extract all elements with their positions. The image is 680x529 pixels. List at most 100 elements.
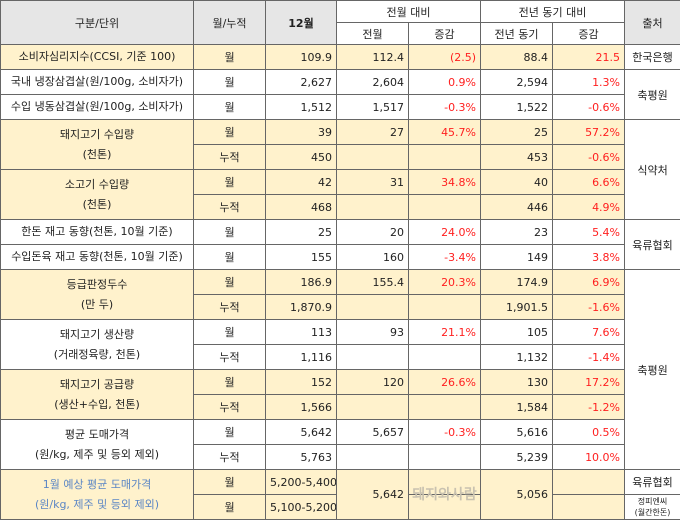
current-value: 42 [265, 169, 337, 195]
table-row: 평균 도매가격 (원/kg, 제주 및 등외 제외) 월 5,642 5,657 -0.3… [0, 419, 680, 470]
period-cell: 월 [193, 44, 266, 70]
period-cell: 월 [193, 169, 266, 195]
table-row: 한돈 재고 동향(천톤, 10월 기준) 월 25 20 24.0% 23 5.4% 육류협회 [0, 219, 680, 270]
current-value: 468 [265, 194, 337, 220]
row-label: 소비자심리지수(CCSI, 기준 100) [0, 44, 194, 70]
yoy-change: 6.9% [552, 269, 626, 295]
prev-month-value: 5,657 [336, 419, 409, 445]
table-row: 누적 5,763 5,239 10.0% [1, 444, 680, 470]
prev-month-value: 120 [336, 369, 409, 395]
prev-month-value [336, 194, 409, 220]
table-row: 돼지고기 생산량 (거래정육량, 천톤) 월 113 93 21.1% 105 7.6% [0, 319, 680, 370]
row-label-line: (천톤) [82, 147, 112, 161]
table-row: 돼지고기 공급량 (생산+수입, 천톤) 월 152 120 26.6% 130 17.2% [0, 369, 680, 420]
current-value: 186.9 [265, 269, 337, 295]
prev-month-value: 20 [336, 219, 409, 245]
row-label-line: 국내 냉장삼겹살(원/100g, 소비자가) [10, 75, 184, 88]
row-label: 돼지고기 수입량 (천톤) [0, 119, 194, 170]
header-mom-change: 증감 [407, 22, 482, 45]
current-value: 5,100-5,200 [265, 494, 337, 520]
period-cell: 월 [193, 119, 266, 145]
current-value: 450 [265, 144, 337, 170]
period-cell: 월 [193, 244, 266, 270]
mom-change [407, 469, 482, 495]
source-cell: 축평원 [624, 69, 680, 120]
prev-year-value: 5,239 [480, 444, 554, 470]
prev-year-value: 446 [480, 194, 554, 220]
prev-year-value: 25 [480, 119, 554, 145]
prev-month-value: 2,604 [336, 69, 409, 95]
yoy-change: 6.6% [552, 169, 626, 195]
row-label-line: 소비자심리지수(CCSI, 기준 100) [18, 50, 176, 63]
yoy-change: 21.5 [552, 44, 626, 70]
prev-year-value: 105 [480, 319, 554, 345]
current-value: 1,116 [265, 344, 337, 370]
yoy-change: 17.2% [552, 369, 626, 395]
row-label-line: 한돈 재고 동향(천톤, 10월 기준) [21, 225, 173, 238]
prev-year-value: 5,056 [480, 469, 554, 520]
yoy-change: 10.0% [552, 444, 626, 470]
row-label-line: (원/kg, 제주 및 등외 제외) [34, 447, 160, 461]
current-value: 1,512 [265, 94, 337, 120]
row-label-line: 수입돈육 재고 동향(천톤, 10월 기준) [11, 250, 183, 263]
table-row: 소비자심리지수(CCSI, 기준 100) 월 109.9 112.4 (2.5) 88.… [0, 44, 680, 70]
row-label-line: (거래정육량, 천톤) [53, 347, 141, 361]
row-label: 국내 냉장삼겹살(원/100g, 소비자가) [0, 69, 194, 95]
mom-change: 34.8% [407, 169, 482, 195]
yoy-change [552, 494, 626, 520]
mom-change: 45.7% [407, 119, 482, 145]
prev-month-value: 31 [336, 169, 409, 195]
header-mom-prev: 전월 [336, 22, 409, 45]
mom-change [407, 394, 482, 420]
period-cell: 월 [193, 319, 266, 345]
mom-change: -0.3% [407, 94, 482, 120]
row-label: 수입 냉동삼겹살(원/100g, 소비자가) [0, 94, 194, 120]
mom-change: (2.5) [407, 44, 482, 70]
row-label-line: 평균 도매가격 [64, 427, 130, 441]
prev-month-value: 5,642 [336, 469, 409, 520]
period-cell: 월 [193, 469, 266, 495]
current-value: 39 [265, 119, 337, 145]
current-value: 2,627 [265, 69, 337, 95]
source-cell: 육류협회 [624, 469, 680, 495]
table-row: 월 5,100-5,200 정피엔씨 (월간한돈) [1, 494, 680, 520]
period-cell: 월 [193, 94, 266, 120]
header-current: 12월 [265, 0, 337, 45]
current-value: 113 [265, 319, 337, 345]
header-category: 구분/단위 [0, 0, 194, 45]
yoy-change: -1.2% [552, 394, 626, 420]
row-label-line: (원/kg, 제주 및 등외 제외) [34, 497, 160, 511]
prev-year-value: 130 [480, 369, 554, 395]
yoy-change: 1.3% [552, 69, 626, 95]
row-label: 수입돈육 재고 동향(천톤, 10월 기준) [0, 244, 194, 270]
prev-year-value: 1,901.5 [480, 294, 554, 320]
source-cell: 정피엔씨 (월간한돈) [624, 494, 680, 520]
row-label-line: (생산+수입, 천톤) [54, 397, 140, 411]
row-label: 한돈 재고 동향(천톤, 10월 기준) [0, 219, 194, 245]
mom-change: -3.4% [407, 244, 482, 270]
yoy-change: -1.4% [552, 344, 626, 370]
yoy-change: 7.6% [552, 319, 626, 345]
period-cell: 누적 [193, 344, 266, 370]
current-value: 5,763 [265, 444, 337, 470]
table-row: 등급판정두수 (만 두) 월 186.9 155.4 20.3% 174.9 6.9% 축평원 [0, 269, 680, 470]
mom-change: 21.1% [407, 319, 482, 345]
current-value: 5,200-5,400 [265, 469, 337, 495]
row-label-line: 소고기 수입량 [64, 177, 130, 191]
prev-year-value: 453 [480, 144, 554, 170]
source-cell: 식약처 [624, 119, 680, 220]
table-row: 국내 냉장삼겹살(원/100g, 소비자가) 월 2,627 2,604 0.9% 2,5… [0, 69, 680, 120]
row-label-line: 돼지고기 수입량 [59, 127, 135, 141]
current-value: 1,566 [265, 394, 337, 420]
yoy-change: 5.4% [552, 219, 626, 245]
current-value: 1,870.9 [265, 294, 337, 320]
prev-month-value: 27 [336, 119, 409, 145]
yoy-change [552, 469, 626, 495]
mom-change [407, 494, 482, 520]
source-cell: 축평원 [624, 269, 680, 470]
header-yoy-prev: 전년 동기 [480, 22, 554, 45]
table-row: 돼지고기 수입량 (천톤) 월 39 27 45.7% 25 57.2% 식약처 [0, 119, 680, 220]
prev-year-value: 1,132 [480, 344, 554, 370]
header-period: 월/누적 [193, 0, 266, 45]
